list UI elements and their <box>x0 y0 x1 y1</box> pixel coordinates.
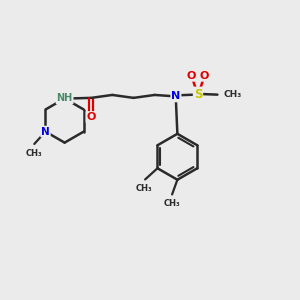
Text: N: N <box>41 127 50 136</box>
Text: NH: NH <box>56 94 73 103</box>
Text: CH₃: CH₃ <box>224 90 242 99</box>
Text: CH₃: CH₃ <box>135 184 152 193</box>
Text: O: O <box>86 112 96 122</box>
Text: O: O <box>187 71 196 81</box>
Text: CH₃: CH₃ <box>164 199 180 208</box>
Text: O: O <box>200 71 209 81</box>
Text: CH₃: CH₃ <box>26 149 43 158</box>
Text: N: N <box>171 92 181 101</box>
Text: S: S <box>194 88 202 100</box>
